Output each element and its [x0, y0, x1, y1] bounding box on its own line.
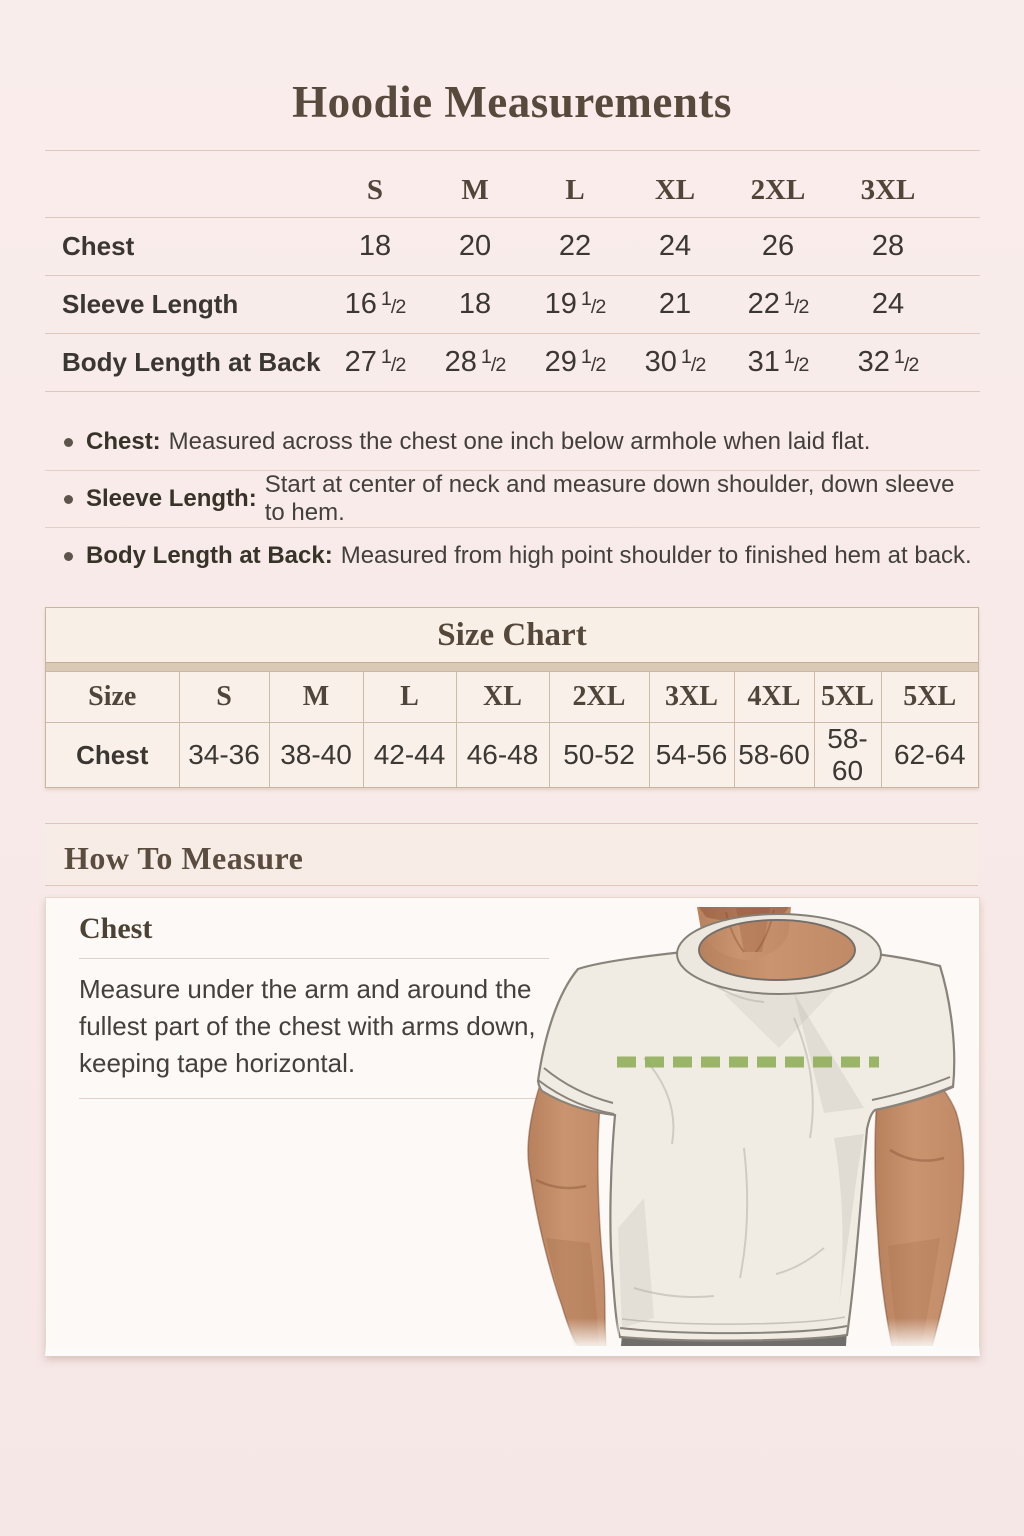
divider-line [79, 958, 549, 959]
measurement-value: 24 [871, 288, 905, 320]
how-to-measure-title: How To Measure [64, 840, 304, 876]
measurement-notes: Chest: Measured across the chest one inch… [45, 414, 980, 584]
divider-line [79, 1098, 549, 1099]
note-text: Start at center of neck and measure down… [264, 471, 955, 526]
note-label: Chest: [86, 428, 161, 455]
note-text: Measured across the chest one inch below… [168, 428, 871, 455]
note-item: Chest: Measured across the chest one inch… [45, 414, 980, 470]
size-chart-range-cell: 50-52 [548, 722, 649, 787]
size-chart-chest-row: Chest 34-36 38-40 42-44 46-48 50-52 54-56 58-60… [46, 722, 978, 787]
half-fraction: 1/2 [783, 287, 809, 319]
size-chart-size-cell: S [178, 672, 269, 723]
card-heading: Chest [79, 912, 153, 945]
half-fraction: 1/2 [580, 287, 606, 319]
measurement-value: 22 1/2 [747, 287, 810, 320]
measurement-value: 24 [658, 230, 692, 262]
measurement-label: Chest [62, 231, 135, 261]
tshirt-chest-measure-illustration [519, 907, 969, 1346]
size-header-cell: 3XL [860, 174, 916, 206]
measurement-value: 28 1/2 [444, 345, 507, 378]
size-chart-table: Size S M L XL 2XL 3XL 4XL 5XL 5XL Chest 34-36 38-40… [46, 672, 978, 787]
measurement-value: 21 [658, 288, 692, 320]
size-chart-range-cell: 42-44 [362, 722, 456, 787]
measurement-value: 18 [458, 288, 492, 320]
trousers [621, 1328, 847, 1346]
half-fraction: 1/2 [380, 287, 406, 319]
measurement-value: 18 [358, 230, 392, 262]
size-chart-size-cell: M [268, 672, 363, 723]
half-fraction: 1/2 [680, 345, 706, 377]
note-label: Body Length at Back: [86, 542, 333, 569]
measurement-value: 26 [761, 230, 795, 262]
how-to-measure-card: Chest Measure under the arm and around t… [45, 897, 980, 1356]
card-body-text: Measure under the arm and around the ful… [79, 974, 536, 1078]
half-fraction: 1/2 [480, 345, 506, 377]
divider-line [45, 823, 978, 824]
chest-measure-instructions: Chest Measure under the arm and around t… [79, 912, 549, 1099]
size-chart-header-row: Size S M L XL 2XL 3XL 4XL 5XL 5XL [46, 672, 978, 723]
size-chart-range-cell: 62-64 [880, 722, 978, 787]
size-chart-size-cell: 3XL [648, 672, 734, 723]
note-label: Sleeve Length: [86, 485, 257, 512]
size-header-cell: M [461, 174, 489, 206]
measurement-header-row: S M L XL 2XL 3XL [45, 151, 980, 218]
size-chart-divider-ridge [46, 662, 978, 672]
measurement-label: Body Length at Back [62, 347, 321, 377]
measurement-value: 19 1/2 [544, 287, 607, 320]
size-chart-size-cell: 5XL [813, 672, 881, 723]
size-header-cell: S [366, 174, 384, 206]
half-fraction: 1/2 [783, 345, 809, 377]
measurement-row: Chest 18 20 22 24 26 28 [45, 218, 980, 276]
size-chart-range-cell: 34-36 [178, 722, 269, 787]
measurement-value: 22 [558, 230, 592, 262]
size-chart-row-header: Size [46, 672, 179, 723]
measurement-label: Sleeve Length [62, 289, 239, 319]
measurement-value: 30 1/2 [644, 345, 707, 378]
measurement-value: 20 [458, 230, 492, 262]
arms [527, 1043, 965, 1346]
size-chart-size-cell: 4XL [733, 672, 814, 723]
how-to-measure-band [45, 824, 978, 885]
size-chart-size-cell: 2XL [548, 672, 649, 723]
half-fraction: 1/2 [380, 345, 406, 377]
half-fraction: 1/2 [580, 345, 606, 377]
measurement-value: 31 1/2 [747, 345, 810, 378]
page-title: Hoodie Measurements [292, 77, 732, 127]
measurement-header-spacer [45, 207, 325, 217]
size-chart-size-cell: L [362, 672, 456, 723]
note-item: Sleeve Length: Start at center of neck an… [45, 470, 980, 527]
measurement-table: S M L XL 2XL 3XL Chest 18 20 22 24 26 28 Sleeve Lengt… [45, 150, 980, 392]
half-fraction: 1/2 [893, 345, 919, 377]
size-header-cell: L [565, 174, 585, 206]
size-chart-row-header: Chest [76, 739, 149, 770]
size-chart-range-cell: 58-60 [813, 722, 881, 787]
neck [697, 907, 855, 980]
bullet-dot-icon [64, 437, 73, 447]
measurement-value: 29 1/2 [544, 345, 607, 378]
note-text: Measured from high point shoulder to fin… [340, 542, 972, 569]
note-item: Body Length at Back: Measured from high p… [45, 527, 980, 584]
size-header-cell: 2XL [750, 174, 806, 206]
size-chart: Size Chart Size S M L XL 2XL 3XL 4XL 5XL 5XL Ches… [45, 607, 979, 788]
measurement-value: 27 1/2 [344, 345, 407, 378]
size-chart-title: Size Chart [46, 608, 978, 662]
size-chart-size-cell: 5XL [880, 672, 978, 723]
measurement-value: 28 [871, 230, 905, 262]
size-chart-range-cell: 38-40 [268, 722, 363, 787]
size-chart-size-cell: XL [455, 672, 549, 723]
measurement-value: 32 1/2 [857, 345, 920, 378]
size-chart-range-cell: 54-56 [648, 722, 734, 787]
tshirt [536, 939, 956, 1342]
measurement-row: Body Length at Back 27 1/2 28 1/2 29 1/2 30 1/2 3… [45, 334, 980, 392]
size-header-cell: XL [654, 174, 696, 206]
measurement-row: Sleeve Length 16 1/2 18 19 1/2 21 22 1/2 24 [45, 276, 980, 334]
measurement-value: 16 1/2 [344, 287, 407, 320]
bullet-dot-icon [64, 494, 73, 504]
bullet-dot-icon [64, 551, 73, 561]
divider-line [45, 885, 978, 886]
size-chart-range-cell: 58-60 [733, 722, 814, 787]
size-chart-range-cell: 46-48 [455, 722, 549, 787]
